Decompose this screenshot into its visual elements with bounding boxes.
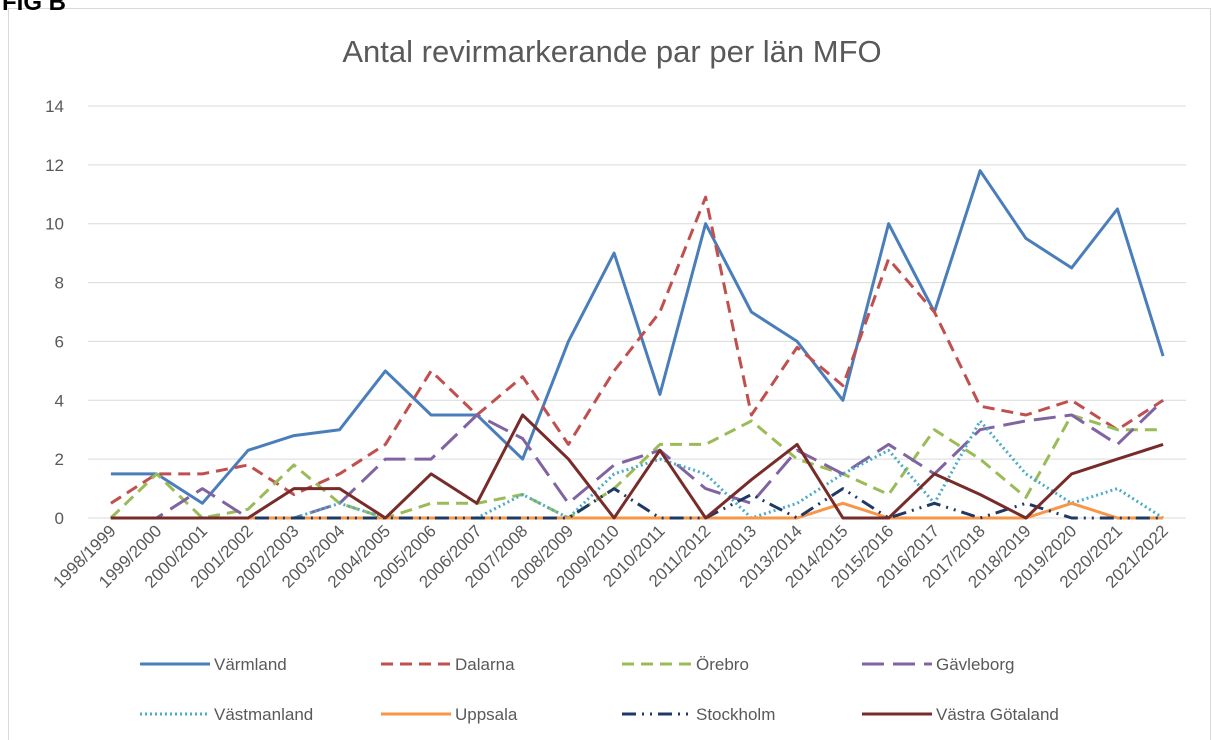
series-line [110,195,1164,505]
y-tick-label: 12 [45,156,64,175]
figure-label: FIG B [2,0,66,16]
legend-label: Uppsala [455,705,518,724]
series-line [110,169,1165,505]
series-line [110,413,1164,520]
legend-label: Örebro [696,655,749,674]
series-line [110,501,1164,520]
legend-label: Västra Götaland [936,705,1059,724]
y-tick-label: 0 [55,509,64,528]
legend-label: Värmland [214,655,287,674]
y-tick-label: 2 [55,450,64,469]
y-tick-label: 14 [45,97,64,116]
series-line [109,413,1164,520]
chart-title: Antal revirmarkerande par per län MFO [342,34,881,69]
y-tick-label: 4 [55,391,64,410]
chart-frame [8,8,1211,740]
legend-label: Västmanland [214,705,313,724]
y-tick-label: 8 [55,274,64,293]
legend-label: Stockholm [696,705,775,724]
legend-label: Gävleborg [936,655,1014,674]
y-tick-label: 10 [45,215,64,234]
y-tick-label: 6 [55,332,64,351]
legend-label: Dalarna [455,655,515,674]
